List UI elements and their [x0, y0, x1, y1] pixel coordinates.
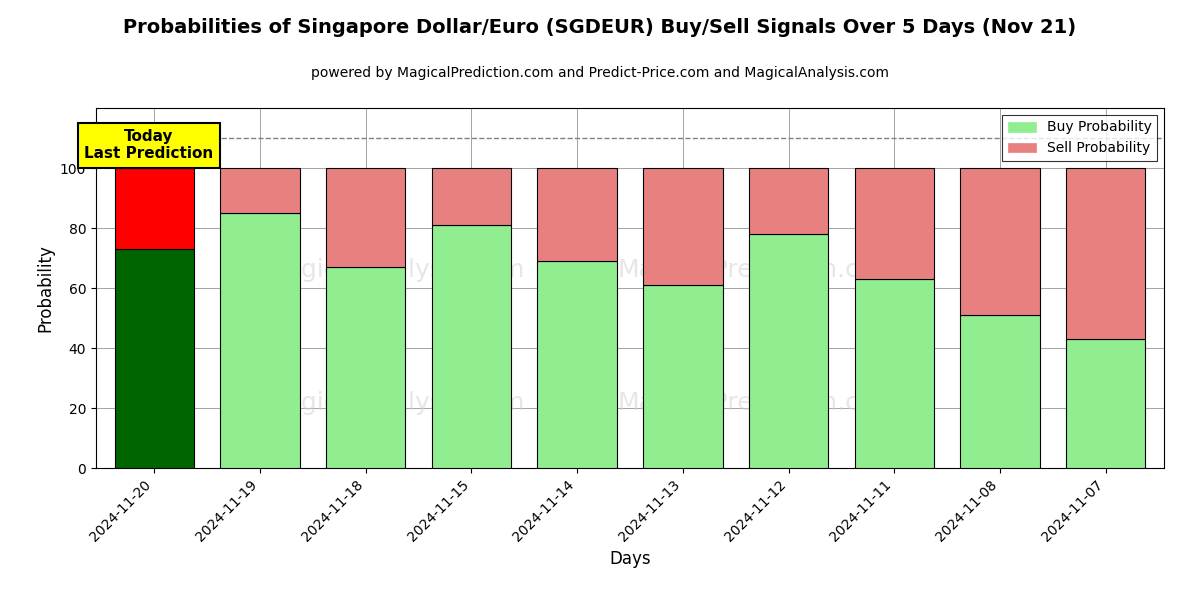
Bar	[538, 261, 617, 468]
X-axis label: Days: Days	[610, 550, 650, 568]
Y-axis label: Probability: Probability	[36, 244, 54, 332]
Bar	[326, 267, 406, 468]
Text: MagicalAnalysis.com: MagicalAnalysis.com	[265, 258, 526, 282]
Bar	[538, 168, 617, 261]
Bar	[854, 168, 934, 279]
Bar	[960, 315, 1039, 468]
Text: Today
Last Prediction: Today Last Prediction	[84, 129, 214, 161]
Bar	[326, 168, 406, 267]
Bar	[114, 168, 194, 249]
Text: powered by MagicalPrediction.com and Predict-Price.com and MagicalAnalysis.com: powered by MagicalPrediction.com and Pre…	[311, 66, 889, 80]
Bar	[1066, 168, 1146, 339]
Bar	[854, 279, 934, 468]
Text: MagicalPrediction.com: MagicalPrediction.com	[618, 391, 899, 415]
Bar	[960, 168, 1039, 315]
Bar	[643, 168, 722, 285]
Bar	[1066, 339, 1146, 468]
Bar	[221, 213, 300, 468]
Bar	[749, 168, 828, 234]
Bar	[114, 249, 194, 468]
Text: MagicalPrediction.com: MagicalPrediction.com	[618, 258, 899, 282]
Text: Probabilities of Singapore Dollar/Euro (SGDEUR) Buy/Sell Signals Over 5 Days (No: Probabilities of Singapore Dollar/Euro (…	[124, 18, 1076, 37]
Bar	[432, 225, 511, 468]
Bar	[749, 234, 828, 468]
Text: MagicalAnalysis.com: MagicalAnalysis.com	[265, 391, 526, 415]
Legend: Buy Probability, Sell Probability: Buy Probability, Sell Probability	[1002, 115, 1157, 161]
Bar	[432, 168, 511, 225]
Bar	[221, 168, 300, 213]
Bar	[643, 285, 722, 468]
